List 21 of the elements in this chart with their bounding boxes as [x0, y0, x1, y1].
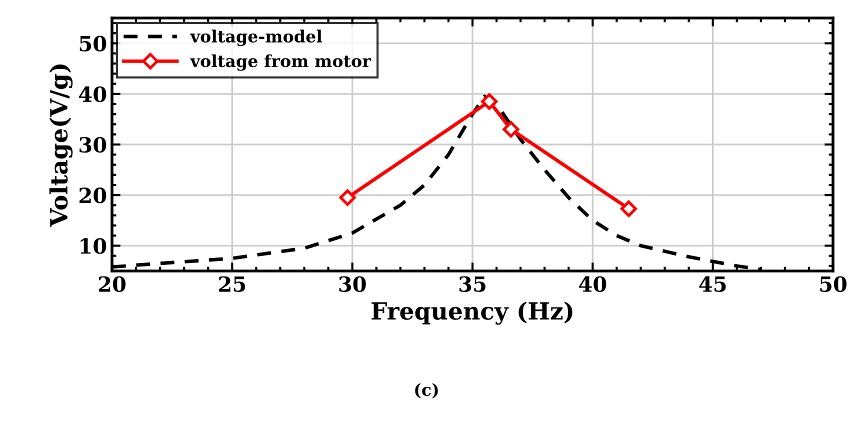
point [339, 189, 356, 206]
y-tick-label: 40 [79, 86, 106, 102]
x-tick-label: 30 [339, 276, 366, 292]
x-tick-label: 20 [98, 276, 126, 292]
y-tick-label: 20 [80, 188, 106, 204]
point [620, 200, 637, 218]
x-tick-label: 35 [459, 276, 486, 292]
text: (c) [415, 383, 438, 398]
x-tick-label: 25 [219, 276, 246, 292]
y-tick-label: 10 [80, 238, 106, 254]
y-tick-label: 30 [80, 136, 106, 153]
legend-label: voltage from motor [190, 54, 372, 71]
x-tick-label: 40 [579, 276, 606, 292]
x-tick-label: 50 [820, 276, 847, 292]
y-axis-title: Voltage(V/g) [49, 64, 73, 227]
y-tick-label: 50 [80, 36, 106, 52]
legend-label: voltage-model [190, 30, 322, 46]
point [502, 121, 520, 138]
x-tick-label: 45 [699, 276, 726, 292]
x-axis-title: Frequency (Hz) [372, 302, 572, 325]
point [481, 93, 498, 110]
